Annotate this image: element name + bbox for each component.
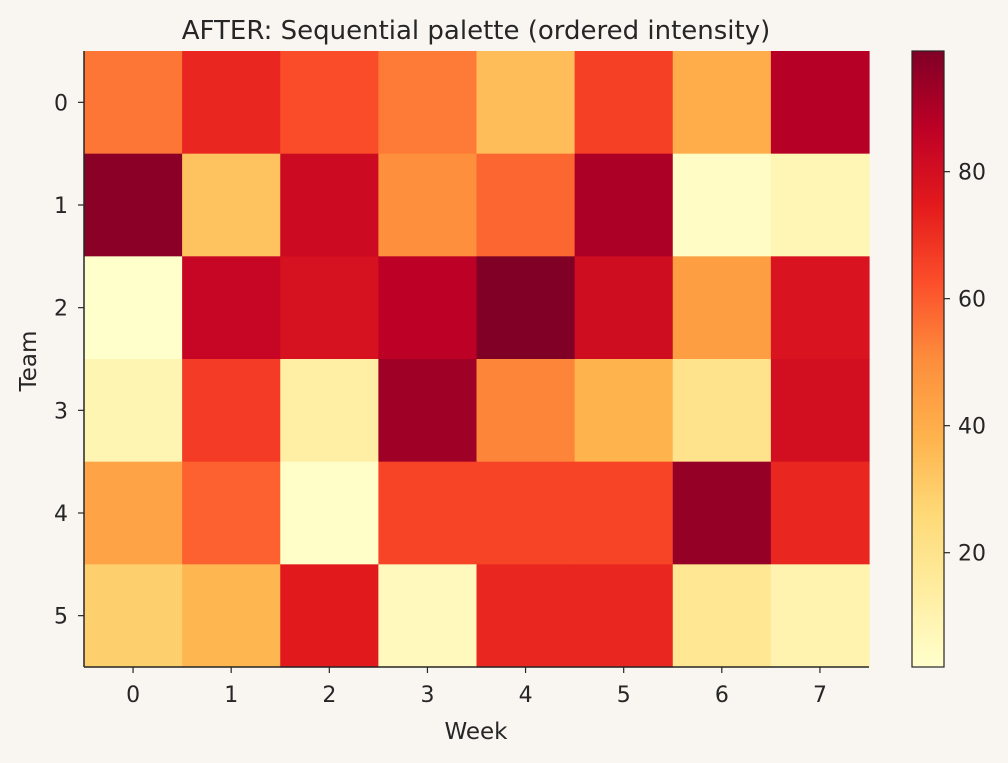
heatmap-cell <box>476 153 576 257</box>
heatmap-cell <box>770 461 870 565</box>
x-axis-ticks: 0 1 2 3 4 5 6 7 <box>126 667 827 708</box>
heatmap-cell <box>672 461 772 565</box>
y-tick-label: 4 <box>54 502 68 527</box>
colorbar-tick-label: 60 <box>958 288 986 313</box>
heatmap-cell <box>84 51 183 155</box>
heatmap-cell <box>574 256 674 360</box>
x-tick-label: 6 <box>715 683 729 708</box>
heatmap-cell <box>182 359 281 463</box>
heatmap-cell <box>84 564 183 668</box>
heatmap-cell <box>378 461 478 565</box>
heatmap-cell <box>770 359 870 463</box>
heatmap-cell <box>378 153 478 257</box>
x-axis-label: Week <box>444 719 508 745</box>
heatmap-cell <box>182 461 281 565</box>
y-axis-ticks: 0 1 2 3 4 5 <box>54 91 84 630</box>
heatmap-cell <box>182 564 281 668</box>
heatmap-cells <box>84 51 870 668</box>
heatmap-cell <box>182 153 281 257</box>
heatmap-cell <box>84 153 183 257</box>
heatmap-cell <box>672 564 772 668</box>
heatmap-cell <box>574 51 674 155</box>
colorbar-tick-label: 80 <box>958 161 986 186</box>
heatmap-cell <box>378 564 478 668</box>
heatmap-cell <box>84 461 183 565</box>
x-tick-label: 5 <box>617 683 631 708</box>
y-tick-label: 0 <box>54 91 68 116</box>
heatmap-cell <box>574 359 674 463</box>
heatmap-cell <box>84 359 183 463</box>
heatmap-cell <box>476 461 576 565</box>
colorbar: 20 40 60 80 <box>911 50 986 668</box>
chart-title: AFTER: Sequential palette (ordered inten… <box>182 16 771 46</box>
heatmap-cell <box>574 564 674 668</box>
heatmap-cell <box>280 153 379 257</box>
heatmap-cell <box>672 51 772 155</box>
heatmap-cell <box>574 461 674 565</box>
colorbar-gradient <box>911 50 945 668</box>
plot-axes <box>83 51 869 668</box>
heatmap-cell <box>672 256 772 360</box>
heatmap-cell <box>476 359 576 463</box>
x-tick-label: 1 <box>224 683 238 708</box>
heatmap-cell <box>672 359 772 463</box>
heatmap-cell <box>378 51 478 155</box>
heatmap-cell <box>280 256 379 360</box>
heatmap-cell <box>770 256 870 360</box>
x-tick-label: 2 <box>322 683 336 708</box>
heatmap-cell <box>476 564 576 668</box>
x-tick-label: 3 <box>420 683 434 708</box>
y-tick-label: 3 <box>54 399 68 424</box>
y-axis-label: Team <box>16 331 42 393</box>
y-tick-label: 5 <box>54 605 68 630</box>
heatmap-cell <box>770 51 870 155</box>
colorbar-tick-label: 40 <box>958 415 986 440</box>
y-tick-label: 1 <box>54 194 68 219</box>
heatmap-cell <box>84 256 183 360</box>
heatmap-cell <box>574 153 674 257</box>
x-tick-label: 7 <box>813 683 827 708</box>
heatmap-cell <box>280 564 379 668</box>
heatmap-cell <box>770 564 870 668</box>
heatmap-cell <box>378 359 478 463</box>
heatmap-cell <box>378 256 478 360</box>
heatmap-cell <box>182 51 281 155</box>
heatmap-cell <box>476 256 576 360</box>
heatmap-cell <box>476 51 576 155</box>
heatmap-cell <box>770 153 870 257</box>
y-tick-label: 2 <box>54 297 68 322</box>
colorbar-tick-label: 20 <box>958 542 986 567</box>
heatmap-cell <box>672 153 772 257</box>
x-tick-label: 0 <box>126 683 140 708</box>
heatmap-cell <box>280 51 379 155</box>
heatmap-cell <box>280 359 379 463</box>
x-tick-label: 4 <box>519 683 533 708</box>
heatmap-cell <box>182 256 281 360</box>
heatmap-cell <box>280 461 379 565</box>
